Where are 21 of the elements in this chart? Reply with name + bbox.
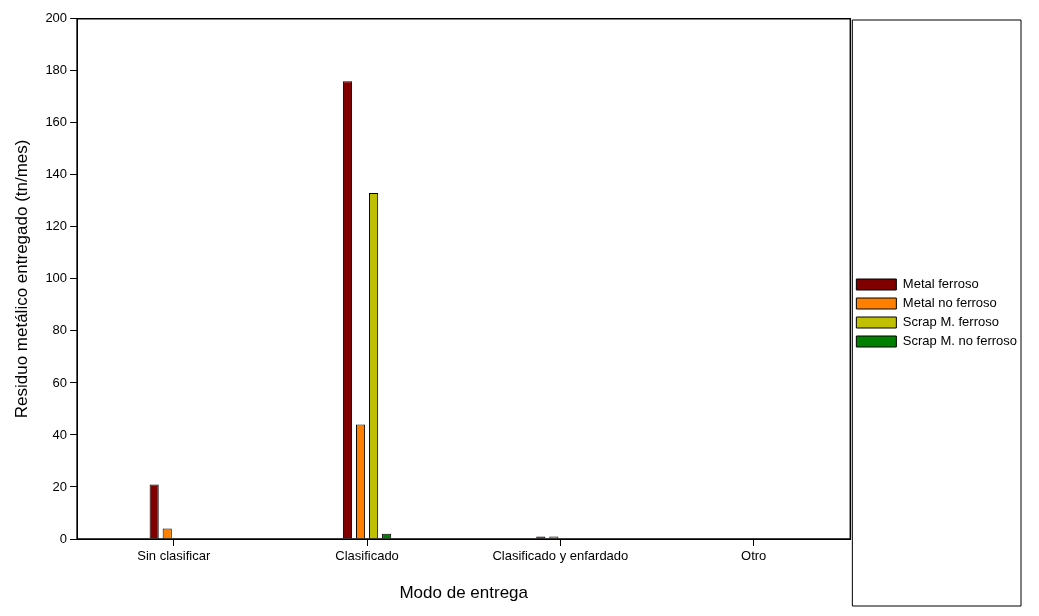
- legend-label: Metal no ferroso: [902, 295, 997, 311]
- legend-label: Scrap M. ferroso: [902, 314, 999, 330]
- x-tick-label: Clasificado: [335, 548, 399, 564]
- x-tick-label: Sin clasificar: [137, 548, 211, 564]
- x-axis-title: Modo de entrega: [399, 583, 529, 603]
- legend-label: Metal ferroso: [902, 276, 979, 292]
- y-tick-label: 200: [45, 10, 68, 26]
- y-tick-label: 20: [52, 478, 68, 494]
- y-tick-label: 80: [52, 322, 68, 338]
- y-tick-label: 100: [45, 270, 68, 286]
- y-axis-title: Residuo metálico entregado (tn/mes): [11, 139, 31, 419]
- y-tick-label: 140: [45, 166, 68, 182]
- y-tick-label: 40: [52, 426, 68, 442]
- y-tick-label: 0: [59, 530, 68, 546]
- x-tick-label: Otro: [741, 548, 767, 564]
- y-tick-label: 180: [45, 62, 68, 78]
- legend-label: Scrap M. no ferroso: [902, 333, 1017, 349]
- y-tick-label: 160: [45, 114, 68, 130]
- y-tick-label: 120: [45, 218, 68, 234]
- x-tick-label: Clasificado y enfardado: [492, 548, 629, 564]
- y-tick-label: 60: [52, 374, 68, 390]
